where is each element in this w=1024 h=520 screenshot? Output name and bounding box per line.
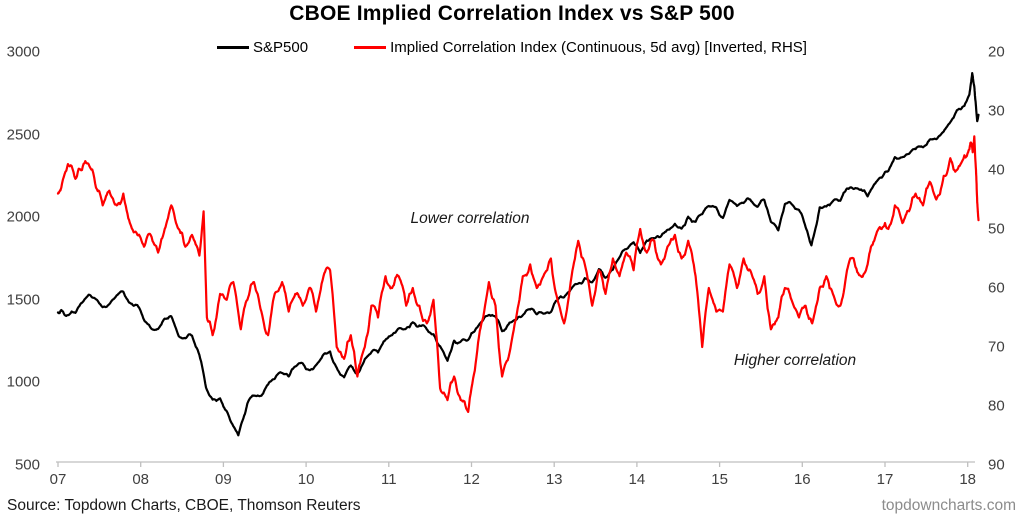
x-axis-tick-label: 11 <box>381 471 397 488</box>
right-axis-tick-label: 40 <box>988 161 1005 179</box>
right-axis-tick-label: 80 <box>988 397 1005 415</box>
left-axis-tick-label: 3000 <box>6 43 40 61</box>
left-axis-tick-label: 1000 <box>6 373 40 391</box>
source-credit: Source: Topdown Charts, CBOE, Thomson Re… <box>7 497 361 514</box>
legend-item-correlation: Implied Correlation Index (Continuous, 5… <box>354 39 807 56</box>
right-axis-tick-label: 60 <box>988 279 1005 297</box>
x-axis-tick-label: 12 <box>463 471 480 488</box>
left-axis-tick-label: 2000 <box>6 208 40 226</box>
legend: S&P500 Implied Correlation Index (Contin… <box>0 39 1024 56</box>
right-axis-tick-label: 20 <box>988 43 1005 61</box>
x-axis-tick-label: 17 <box>876 471 894 488</box>
right-axis-tick-label: 30 <box>988 102 1005 120</box>
x-axis-tick-label: 10 <box>297 471 315 488</box>
right-axis-tick-label: 50 <box>988 220 1005 238</box>
sp500-line-swatch <box>217 46 250 49</box>
annotation-lower-correlation: Lower correlation <box>410 210 530 227</box>
x-axis-tick-label: 08 <box>132 471 150 488</box>
x-axis-tick-label: 15 <box>711 471 728 488</box>
x-axis-tick-label: 09 <box>215 471 232 488</box>
chart-title: CBOE Implied Correlation Index vs S&P 50… <box>289 2 735 25</box>
legend-item-sp500: S&P500 <box>217 39 308 56</box>
x-axis-tick-label: 07 <box>49 471 67 488</box>
correlation-line <box>56 135 980 413</box>
legend-label-correlation: Implied Correlation Index (Continuous, 5… <box>390 39 807 56</box>
annotation-higher-correlation: Higher correlation <box>733 352 857 369</box>
left-axis-tick-label: 2500 <box>6 126 40 144</box>
x-axis-tick-label: 13 <box>545 471 563 488</box>
site-credit: topdowncharts.com <box>881 497 1016 514</box>
right-axis-tick-label: 70 <box>988 338 1005 356</box>
x-axis-tick-label: 18 <box>959 471 977 488</box>
sp500-line <box>56 71 980 437</box>
x-axis-tick-label: 14 <box>628 471 646 488</box>
left-axis-tick-label: 1500 <box>6 291 40 309</box>
x-axis-tick-label: 16 <box>793 471 811 488</box>
left-axis-tick-label: 500 <box>14 456 40 474</box>
right-axis-tick-label: 90 <box>988 456 1005 474</box>
correlation-line-swatch <box>354 46 387 49</box>
legend-label-sp500: S&P500 <box>253 39 309 56</box>
